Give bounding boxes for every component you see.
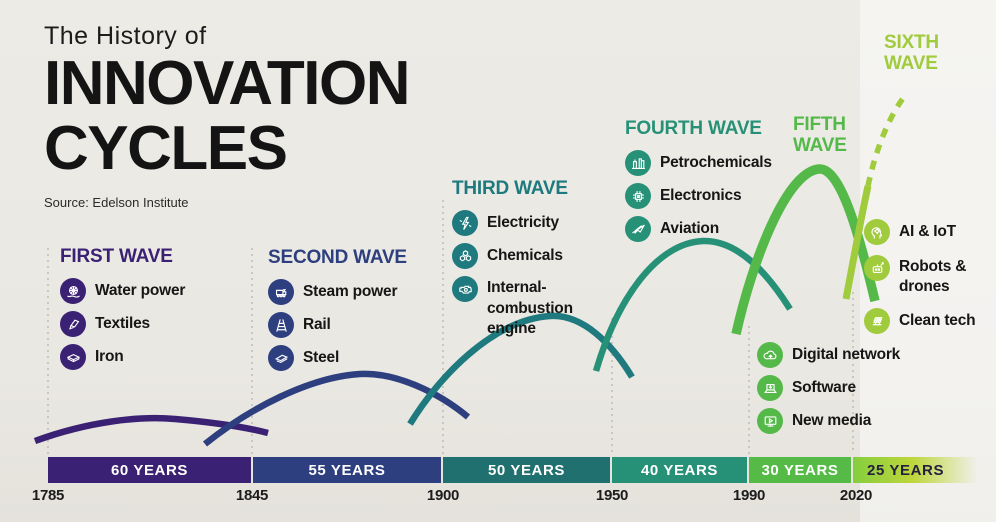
item-label: Aviation [660,220,719,238]
year-tick-2020: 2020 [839,487,873,504]
wave-1-label: FIRST WAVE [60,246,173,267]
robots-drones-icon [864,255,890,281]
digital-network-icon [757,342,783,368]
item-label: Petrochemicals [660,154,772,172]
item-label: Internal-combustion engine [487,279,573,338]
list-item: Iron [60,344,185,371]
new-media-icon [757,408,783,434]
steam-engine-icon [268,279,294,306]
list-item: Textiles [60,311,185,338]
timeline-segment-25-years: 25 YEARS [853,457,983,483]
page-title-line1: INNOVATION [44,49,411,118]
wave-6-column: AI & IoT Robots & drones Clean tech [864,219,976,334]
list-item: Electronics [625,183,772,210]
wave-5-items: Digital network Software New media [757,342,900,434]
page-eyebrow: The History of [44,22,207,50]
wave-5-label: FIFTH WAVE [793,114,847,157]
ai-iot-icon [864,219,890,245]
steel-icon [268,345,294,372]
list-item: Robots & drones [864,255,975,298]
list-item: Petrochemicals [625,150,772,177]
wave-1-curve [33,414,269,445]
item-label: New media [792,411,872,429]
list-item: AI & IoT [864,219,975,245]
timeline-segment-55-years: 55 YEARS [253,457,441,483]
wave-5-label-block: FIFTH WAVE [793,114,855,157]
list-item: Water power [60,278,186,305]
item-label: Chemicals [487,247,563,265]
item-label: Water power [95,282,186,300]
petrochemicals-icon [625,150,651,177]
wave-3-label: THIRD WAVE [452,178,568,199]
electricity-icon [452,210,478,237]
list-item: New media [757,408,900,434]
wave-2-curve [202,370,471,447]
year-tick-1990: 1990 [732,487,766,504]
item-label: Electronics [660,187,742,205]
wave-1-column: FIRST WAVE Water power Textiles Iron [60,246,186,371]
wave-3-column: THIRD WAVE Electricity Chemicals Interna… [452,178,622,340]
year-tick-1950: 1950 [595,487,629,504]
iron-icon [60,344,86,371]
textiles-icon [60,311,86,338]
wave-2-column: SECOND WAVE Steam power Rail Steel [268,247,407,372]
wave-2-label: SECOND WAVE [268,247,407,268]
item-label: Iron [95,348,124,366]
wave-4-label: FOURTH WAVE [625,118,762,139]
wave-6-items: AI & IoT Robots & drones Clean tech [864,219,976,334]
clean-tech-icon [864,307,890,334]
wave-4-curve [592,237,793,372]
list-item: Chemicals [452,243,622,270]
wave-3-items: Electricity Chemicals Internal-combustio… [452,210,622,339]
wave-6-label-block: SIXTH WAVE [884,32,950,75]
source-credit: Source: Edelson Institute [44,195,189,211]
list-item: Steam power [268,279,407,306]
aviation-icon [625,216,651,243]
page-title-line2: CYCLES [44,114,288,184]
wave-1-items: Water power Textiles Iron [60,278,186,371]
item-label: Digital network [792,345,901,363]
electronics-icon [625,183,651,210]
item-label: Rail [303,316,331,334]
wave-6-label: SIXTH WAVE [884,32,939,75]
item-label: Textiles [95,315,150,333]
list-item: Internal-combustion engine [452,276,622,339]
year-tick-1845: 1845 [235,487,269,504]
item-label: AI & IoT [899,222,956,240]
list-item: Clean tech [864,307,976,334]
dashed-gridlines [47,200,854,454]
item-label: Steam power [303,283,398,301]
year-tick-1785: 1785 [31,487,65,504]
wave-2-items: Steam power Rail Steel [268,279,407,372]
software-icon [757,375,783,401]
item-label: Clean tech [899,311,976,329]
timeline-segment-60-years: 60 YEARS [48,457,251,483]
wave-4-column: FOURTH WAVE Petrochemicals Electronics A… [625,118,772,243]
wave-6-curve-solid [842,185,872,300]
year-tick-1900: 1900 [426,487,460,504]
wave-5-column: Digital network Software New media [757,342,900,434]
wave-6-curve-projected [865,91,910,187]
wave-4-items: Petrochemicals Electronics Aviation [625,150,772,243]
item-label: Software [792,378,856,396]
header: The History of INNOVATION CYCLES Source:… [44,22,411,211]
list-item: Steel [268,345,407,372]
timeline-segment-30-years: 30 YEARS [749,457,851,483]
rail-icon [268,312,294,339]
chemicals-icon [452,243,478,270]
timeline-segment-40-years: 40 YEARS [612,457,747,483]
item-label: Robots & drones [899,258,967,296]
list-item: Software [757,375,900,401]
engine-icon [452,276,478,303]
water-wheel-icon [60,278,86,305]
item-label: Steel [303,349,340,367]
list-item: Electricity [452,210,622,237]
timeline-segment-50-years: 50 YEARS [443,457,610,483]
list-item: Digital network [757,342,900,368]
list-item: Aviation [625,216,772,243]
item-label: Electricity [487,214,559,232]
list-item: Rail [268,312,407,339]
